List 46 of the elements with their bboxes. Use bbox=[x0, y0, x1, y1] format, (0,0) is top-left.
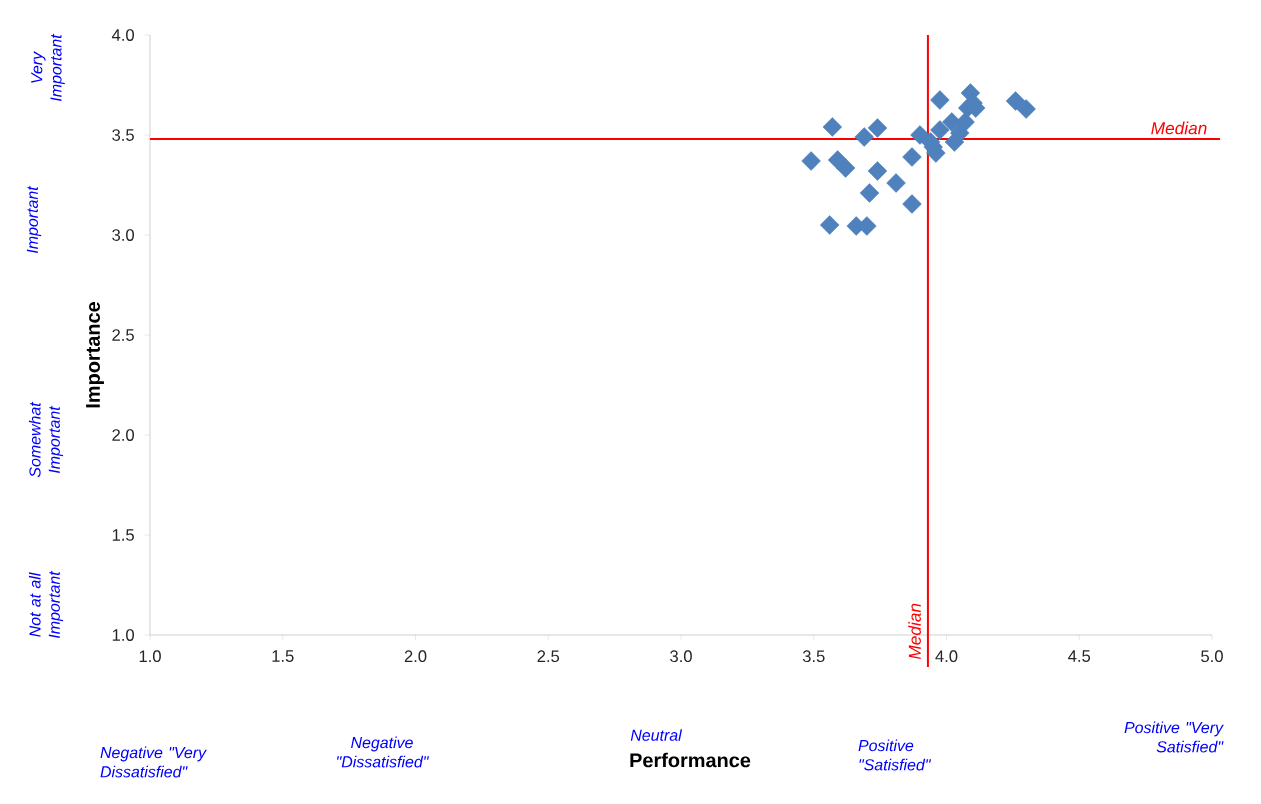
x-axis-title: Performance bbox=[630, 752, 751, 768]
y-tick-label: 1.5 bbox=[112, 529, 134, 541]
x-tick-label: 3.0 bbox=[670, 650, 692, 663]
text: Important bbox=[26, 185, 42, 254]
text: Negative "Very Dissatisfied" bbox=[100, 746, 207, 778]
point bbox=[930, 90, 950, 110]
y-tick-label: 3.0 bbox=[112, 229, 134, 241]
x-tick-label: 3.5 bbox=[802, 650, 825, 663]
y-tick-label: 2.5 bbox=[112, 329, 134, 341]
text: Very Important bbox=[31, 33, 65, 102]
x-tick-label: 2.5 bbox=[537, 650, 560, 663]
x-tick-label: 1.0 bbox=[139, 650, 161, 663]
point bbox=[822, 117, 843, 137]
point bbox=[902, 194, 922, 214]
ref-line-label: Median bbox=[908, 603, 921, 660]
y-tick-label: 1.0 bbox=[112, 629, 134, 641]
x-tick-label: 4.0 bbox=[935, 650, 958, 663]
point bbox=[867, 118, 888, 138]
point bbox=[801, 151, 821, 171]
point bbox=[819, 215, 840, 235]
text: Positive "Very Satisfied" bbox=[1124, 721, 1224, 753]
text: Neutral bbox=[630, 729, 683, 741]
point bbox=[859, 183, 880, 203]
point bbox=[835, 158, 856, 178]
x-tick-label: 2.0 bbox=[404, 650, 427, 663]
point bbox=[854, 127, 874, 147]
point bbox=[955, 112, 975, 132]
text: Not at all Important bbox=[28, 570, 64, 639]
x-tick-label: 4.5 bbox=[1068, 650, 1091, 662]
ref-line-label: Median bbox=[1151, 121, 1207, 135]
text: Positive "Satisfied" bbox=[858, 739, 932, 771]
text: Somewhat Important bbox=[28, 401, 64, 478]
point bbox=[902, 147, 922, 167]
point bbox=[1005, 91, 1026, 111]
point bbox=[1016, 99, 1036, 119]
point bbox=[930, 120, 950, 140]
y-tick-label: 2.0 bbox=[112, 429, 134, 441]
y-tick-label: 3.5 bbox=[112, 129, 134, 141]
y-axis-title: Importance bbox=[86, 301, 104, 408]
y-tick-label: 4.0 bbox=[111, 29, 134, 41]
x-tick-label: 5.0 bbox=[1201, 650, 1223, 663]
point bbox=[867, 161, 888, 181]
text: Negative "Dissatisfied" bbox=[337, 736, 429, 768]
point bbox=[886, 173, 906, 193]
x-tick-label: 1.5 bbox=[272, 650, 294, 662]
point bbox=[910, 125, 930, 145]
